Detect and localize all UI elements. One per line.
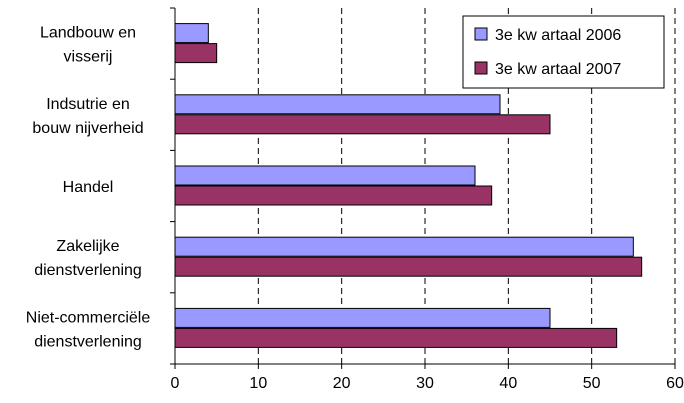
- category-label: bouw nijverheid: [32, 120, 143, 137]
- bar-series2-cat5: [174, 327, 618, 348]
- x-tick-label-40: 40: [499, 375, 517, 392]
- x-tick-label-60: 60: [666, 375, 684, 392]
- bar-series1-cat2: [174, 94, 501, 115]
- category-label: Niet-commerciële: [26, 309, 151, 326]
- category-label: Handel: [63, 179, 114, 196]
- category-label: dienstverlening: [34, 262, 142, 279]
- bar-series2-cat1: [174, 43, 218, 64]
- bar-series1-cat4: [174, 236, 634, 257]
- x-tick-label-0: 0: [171, 375, 180, 392]
- category-labels: Landbouw en visserij Indsutrie en bouw nijv…: [26, 25, 151, 351]
- bar-series1-cat1: [174, 23, 209, 44]
- bar-series2-cat2: [174, 114, 551, 135]
- axes: [170, 7, 676, 369]
- legend: 3e kw artaal 2006 3e kw artaal 2007: [462, 15, 665, 89]
- category-label: visserij: [64, 49, 113, 66]
- x-tick-labels: 0 10 20 30 40 50 60: [171, 375, 684, 392]
- x-tick-label-20: 20: [333, 375, 351, 392]
- legend-swatch-1: [474, 27, 488, 41]
- legend-label-1: 3e kw artaal 2006: [495, 27, 621, 44]
- category-label: dienstverlening: [34, 333, 142, 350]
- bar-series2-cat3: [174, 185, 493, 206]
- bar-series1-cat5: [174, 307, 551, 328]
- legend-box: [462, 15, 665, 89]
- legend-label-2: 3e kw artaal 2007: [495, 61, 621, 78]
- category-label: Indsutrie en: [46, 96, 130, 113]
- x-tick-label-30: 30: [416, 375, 434, 392]
- bar-series2-cat4: [174, 256, 643, 277]
- x-tick-label-50: 50: [583, 375, 601, 392]
- x-tick-label-10: 10: [249, 375, 267, 392]
- legend-swatch-2: [474, 61, 488, 75]
- category-label: Landbouw en: [40, 25, 136, 42]
- category-label: Zakelijke: [56, 238, 119, 255]
- bar-series1-cat3: [174, 165, 476, 186]
